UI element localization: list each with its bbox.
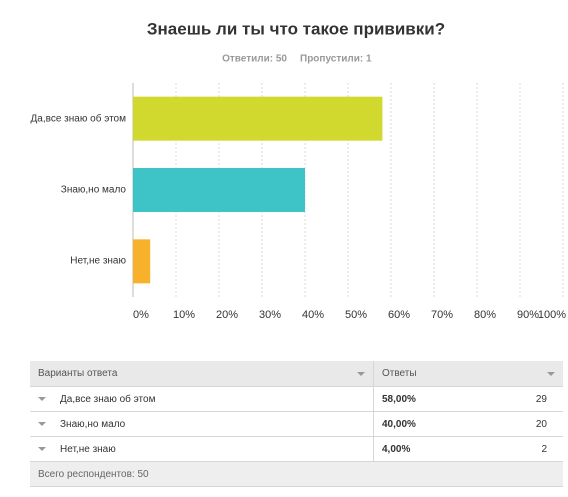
footer-row: Всего респондентов: 50 <box>30 461 563 487</box>
count-text: 2 <box>541 443 547 455</box>
sort-icon[interactable] <box>357 372 365 376</box>
header-cell: Варианты ответа <box>30 361 374 387</box>
answer-text: Да,все знаю об этом <box>60 393 156 405</box>
category-label: Знаю,но мало <box>60 184 126 196</box>
response-cell: 40,00% 20 <box>373 411 563 437</box>
x-tick-label: 70% <box>431 309 453 321</box>
answer-text: Знаю,но мало <box>60 418 126 430</box>
count-text: 20 <box>535 418 547 430</box>
header-text: Варианты ответа <box>38 368 118 379</box>
percent-text: 40,00% <box>382 418 416 430</box>
answer-cell: Нет,не знаю <box>30 436 374 462</box>
results-table: Варианты ответа Ответы Да,все знаю об эт… <box>30 361 563 487</box>
chart: Знаешь ли ты что такое прививки? Ответил… <box>132 19 566 321</box>
percent-text: 58,00% <box>382 393 416 405</box>
table-row: Да,все знаю об этом 58,00% 29 <box>30 386 563 412</box>
bar <box>133 239 151 284</box>
skipped: Пропустили: 1 <box>300 54 372 65</box>
expand-icon[interactable] <box>38 446 46 451</box>
x-tick-label: 0% <box>133 309 149 321</box>
x-tick-label: 30% <box>259 309 281 321</box>
x-tick-label: 90% <box>517 309 539 321</box>
bar <box>133 168 305 212</box>
x-tick-label: 80% <box>474 309 496 321</box>
x-tick-label: 20% <box>216 309 238 321</box>
chart-title: Знаешь ли ты что такое прививки? <box>147 19 445 38</box>
footer-cell: Всего респондентов: 50 <box>30 461 563 487</box>
percent-text: 4,00% <box>382 443 411 455</box>
category-label: Нет,не знаю <box>70 255 126 267</box>
response-cell: 58,00% 29 <box>373 386 563 412</box>
x-tick-label: 40% <box>302 309 324 321</box>
response-cell: 4,00% 2 <box>373 436 563 462</box>
table-row: Знаю,но мало 40,00% 20 <box>30 411 563 437</box>
header-cell: Ответы <box>373 361 563 387</box>
answer-cell: Да,все знаю об этом <box>30 386 374 412</box>
bar <box>133 96 383 141</box>
expand-icon[interactable] <box>38 421 46 426</box>
x-tick-label: 10% <box>173 309 195 321</box>
header-text: Ответы <box>382 368 417 379</box>
x-tick-label: 50% <box>345 309 367 321</box>
sort-icon[interactable] <box>547 372 555 376</box>
category-label: Да,все знаю об этом <box>30 113 126 125</box>
x-tick-label: 100% <box>538 309 566 321</box>
answered: Ответили: 50 <box>222 54 287 65</box>
table-row: Нет,не знаю 4,00% 2 <box>30 436 563 462</box>
count-text: 29 <box>535 393 547 405</box>
answer-cell: Знаю,но мало <box>30 411 374 437</box>
x-tick-label: 60% <box>388 309 410 321</box>
expand-icon[interactable] <box>38 396 46 401</box>
answer-text: Нет,не знаю <box>60 443 116 455</box>
